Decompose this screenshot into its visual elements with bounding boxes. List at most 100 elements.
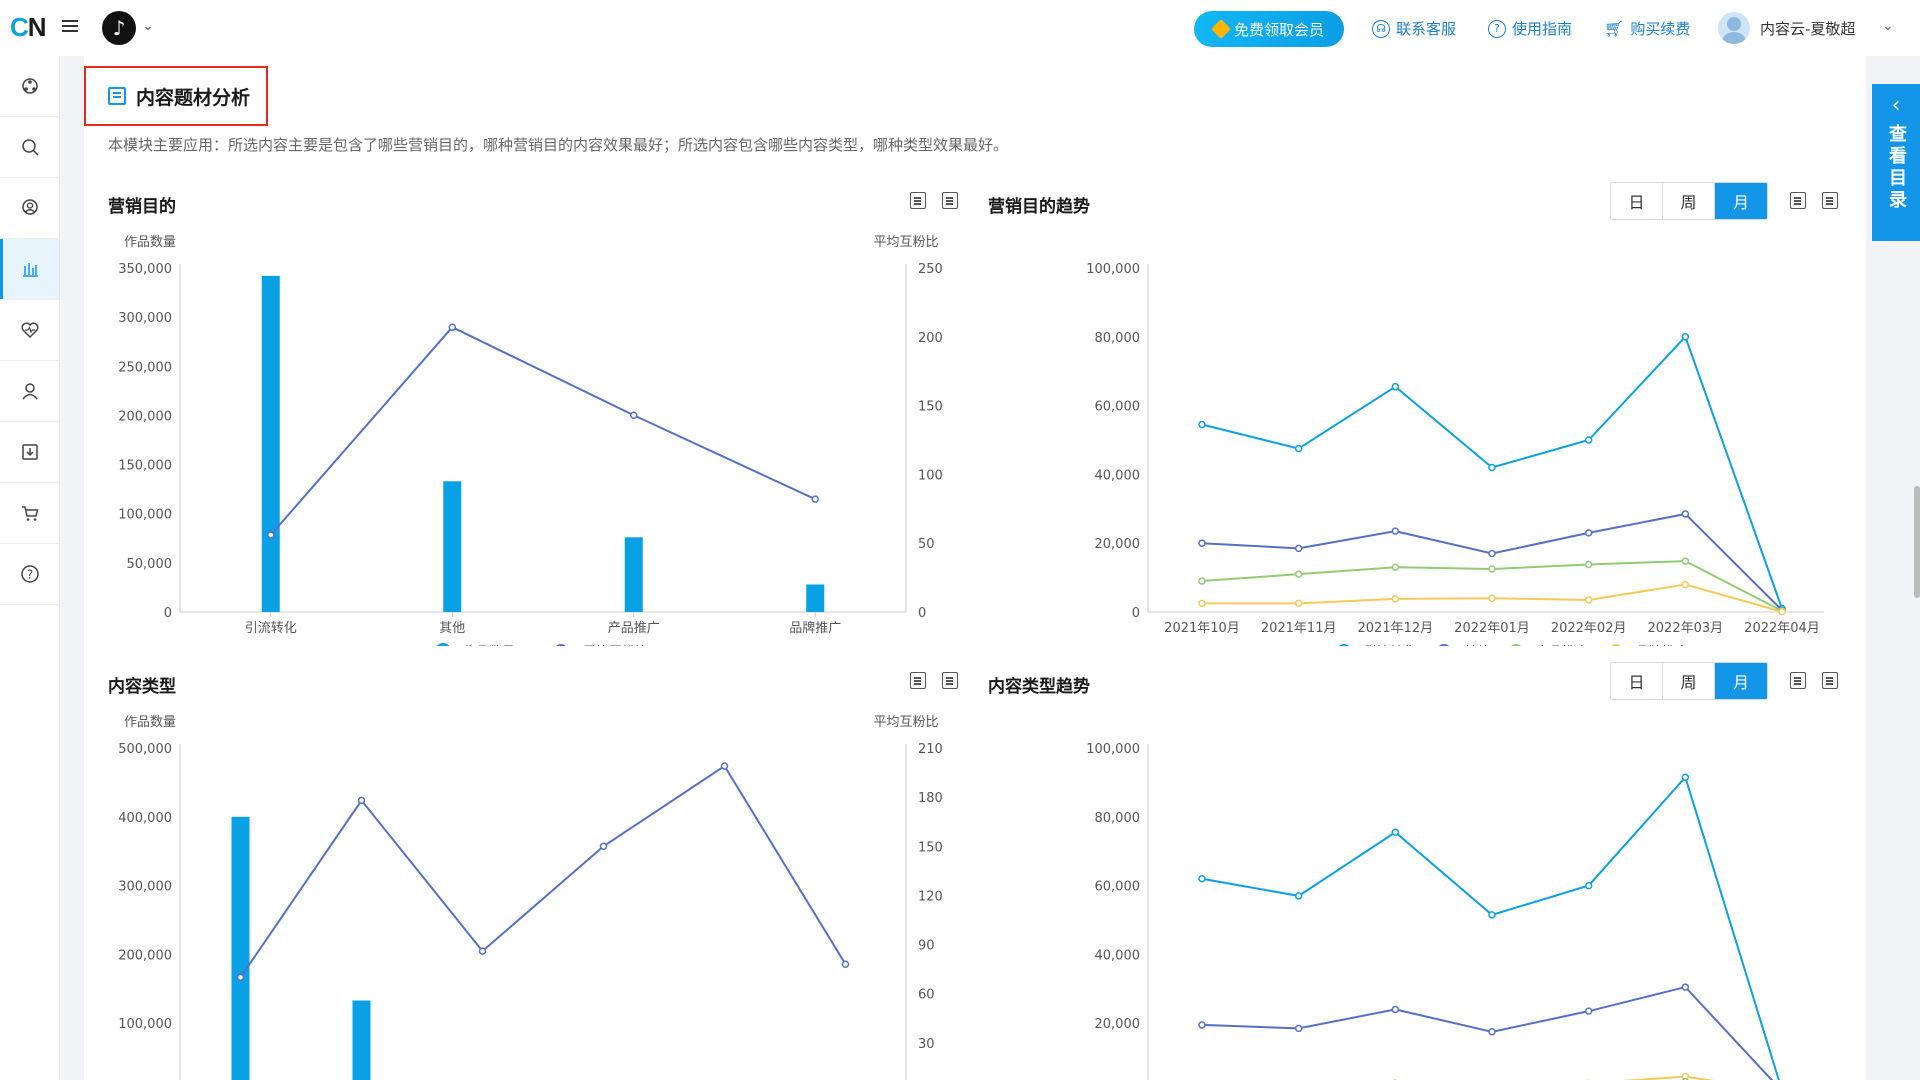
period-week-button[interactable]: 周 xyxy=(1663,663,1715,699)
y-tick-label-left: 200,000 xyxy=(118,948,172,963)
sidebar-item-dashboard[interactable] xyxy=(0,56,59,117)
top-bar: CN ♪ ⌄ 免费领取会员 ☊ 联系客服 ? 使用指南 🛒︎ 购买续费 内容云-夏敬超… xyxy=(0,0,1920,56)
view-directory-tab[interactable]: ‹ 查看目录 xyxy=(1872,84,1920,241)
period-month-button[interactable]: 月 xyxy=(1715,663,1767,699)
legend-label: 其他 xyxy=(1464,645,1490,646)
period-month-button[interactable]: 月 xyxy=(1715,183,1767,219)
sidebar-item-search-analysis[interactable] xyxy=(0,117,59,178)
content-type-trend-tools xyxy=(1790,672,1838,689)
tiktok-platform-icon[interactable]: ♪ xyxy=(102,11,136,45)
y-tick-label-left: 100,000 xyxy=(118,1017,172,1032)
main-content: 内容题材分析 本模块主要应用：所选内容主要是包含了哪些营销目的，哪种营销目的内容… xyxy=(84,56,1866,1080)
chevron-down-icon[interactable]: ⌄ xyxy=(142,18,154,34)
line-point xyxy=(1391,595,1400,603)
line-point xyxy=(1681,983,1690,991)
period-day-button[interactable]: 日 xyxy=(1611,663,1663,699)
y-axis-right-label: 平均互粉比 xyxy=(873,715,938,730)
sidebar-item-help[interactable]: ? xyxy=(0,544,59,605)
marketing-purpose-title: 营销目的 xyxy=(108,197,176,217)
data-view-icon[interactable] xyxy=(910,672,926,689)
account-search-icon xyxy=(21,199,38,215)
contact-support-label: 联系客服 xyxy=(1396,20,1457,38)
line-point xyxy=(1391,527,1400,535)
line-point xyxy=(811,495,819,503)
line-point xyxy=(448,323,456,331)
bar xyxy=(231,816,250,1080)
y-tick-label: 80,000 xyxy=(1095,811,1141,826)
line-point xyxy=(478,947,487,955)
buy-renew-link[interactable]: 🛒︎ 购买续费 xyxy=(1604,18,1690,39)
user-guide-link[interactable]: ? 使用指南 xyxy=(1488,18,1572,39)
contact-support-link[interactable]: ☊ 联系客服 xyxy=(1372,18,1456,39)
line-point xyxy=(1391,1005,1400,1014)
y-tick-label: 60,000 xyxy=(1095,880,1141,895)
y-tick-label-left: 200,000 xyxy=(118,409,172,424)
data-view-icon[interactable] xyxy=(910,192,926,209)
y-tick-label: 80,000 xyxy=(1095,331,1141,346)
legend-marker xyxy=(556,644,566,646)
x-tick-label: 2021年11月 xyxy=(1261,621,1337,636)
marketing-trend-title: 营销目的趋势 xyxy=(988,197,1090,217)
y-tick-label-right: 0 xyxy=(918,606,926,621)
view-directory-label: 查看目录 xyxy=(1886,124,1907,212)
y-tick-label-right: 150 xyxy=(918,840,943,855)
user-menu[interactable]: 内容云-夏敬超 xyxy=(1718,12,1855,44)
bar-chart-icon xyxy=(22,263,38,277)
x-tick-label: 2022年04月 xyxy=(1744,621,1820,636)
hub-icon xyxy=(21,78,38,94)
y-tick-label: 100,000 xyxy=(1086,262,1140,277)
legend-label: 平均互粉比 xyxy=(583,645,648,646)
y-tick-label: 0 xyxy=(1132,606,1140,621)
line-point xyxy=(1584,560,1593,569)
line-series xyxy=(269,325,816,536)
legend-marker xyxy=(1439,644,1449,646)
period-day-button[interactable]: 日 xyxy=(1611,183,1663,219)
line-point xyxy=(1488,594,1496,602)
data-view-icon[interactable] xyxy=(1790,672,1806,689)
legend-label: 作品数量 xyxy=(463,645,515,646)
line-point xyxy=(841,960,850,968)
line-point xyxy=(1488,549,1496,558)
legend-label: 品牌推广 xyxy=(1636,644,1688,646)
export-icon[interactable] xyxy=(1822,192,1838,209)
content-type-chart: 作品数量平均互粉比0100,000200,000300,000400,00050… xyxy=(118,715,943,1080)
y-tick-label-right: 180 xyxy=(918,791,943,806)
y-axis-left-label: 作品数量 xyxy=(124,715,176,730)
line-point xyxy=(357,796,366,805)
y-tick-label-right: 250 xyxy=(918,262,943,277)
menu-icon[interactable] xyxy=(62,20,78,34)
marketing-trend-chart: 0 20,000 40,000 60,000 80,000 100,000 2021年10月… xyxy=(1086,262,1824,646)
sidebar-item-account[interactable] xyxy=(0,178,59,239)
export-icon[interactable] xyxy=(942,192,958,209)
page-scrollbar[interactable] xyxy=(1914,486,1920,598)
x-tick-label: 引流转化 xyxy=(245,621,297,636)
legend-label: 产品推广 xyxy=(1536,645,1588,646)
vip-label: 免费领取会员 xyxy=(1233,20,1324,39)
sidebar-item-cart[interactable] xyxy=(0,483,59,544)
app-logo[interactable]: CN xyxy=(10,12,47,42)
data-view-icon[interactable] xyxy=(1790,192,1806,209)
x-tick-label: 2022年03月 xyxy=(1648,621,1724,636)
sidebar-item-content-analysis[interactable] xyxy=(0,239,59,300)
cart-icon: 🛒︎ xyxy=(1604,19,1625,38)
y-tick-label-left: 100,000 xyxy=(118,508,172,523)
chevron-down-icon[interactable]: ⌄ xyxy=(1882,18,1894,34)
export-icon[interactable] xyxy=(1822,672,1838,689)
book-icon xyxy=(108,87,126,105)
sidebar-item-health[interactable] xyxy=(0,300,59,361)
line-point xyxy=(1198,420,1206,429)
export-icon[interactable] xyxy=(942,672,958,689)
sidebar-item-people[interactable] xyxy=(0,361,59,422)
line-point xyxy=(236,973,245,982)
line-point xyxy=(1584,881,1593,890)
y-tick-label-right: 210 xyxy=(918,742,943,757)
marketing-purpose-chart: 作品数量 平均互粉比050,000100,000150,000200,000250… xyxy=(118,235,943,646)
sidebar-item-download[interactable] xyxy=(0,422,59,483)
free-vip-button[interactable]: 免费领取会员 xyxy=(1194,11,1344,47)
section-title: 内容题材分析 xyxy=(84,66,268,126)
download-icon xyxy=(21,444,38,460)
x-tick-label: 2021年10月 xyxy=(1164,621,1240,636)
line-point xyxy=(1198,1021,1206,1029)
period-week-button[interactable]: 周 xyxy=(1663,183,1715,219)
y-tick-label: 40,000 xyxy=(1095,468,1141,483)
